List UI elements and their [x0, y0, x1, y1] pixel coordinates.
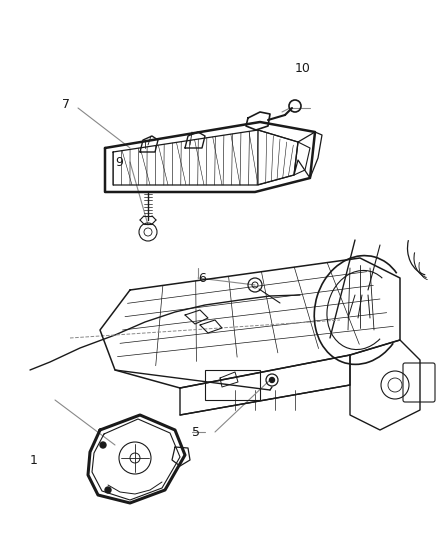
Text: 7: 7: [62, 99, 70, 111]
Text: 5: 5: [192, 425, 200, 439]
Text: 9: 9: [115, 157, 123, 169]
Text: 10: 10: [295, 61, 311, 75]
Text: 1: 1: [30, 454, 38, 466]
Circle shape: [269, 377, 275, 383]
Text: 6: 6: [198, 271, 206, 285]
Circle shape: [100, 442, 106, 448]
Bar: [205, 370, 260, 400]
Circle shape: [105, 487, 111, 493]
